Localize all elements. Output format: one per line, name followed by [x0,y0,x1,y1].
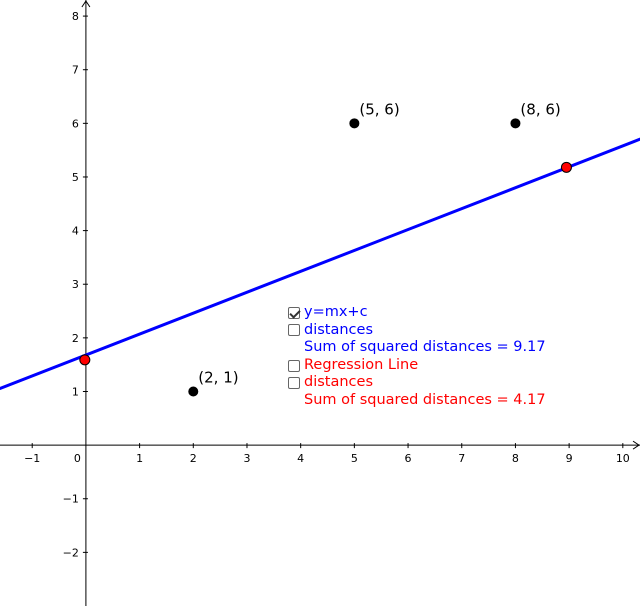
x-tick-label: 5 [351,452,358,465]
regression-toggle-checkbox[interactable] [288,359,300,372]
x-tick-label: 3 [243,452,250,465]
line-handles[interactable] [79,161,572,366]
y-tick-label: 2 [72,332,79,345]
y-tick-label: 1 [72,385,79,398]
line-toggle-checkbox[interactable] [288,306,300,319]
regression-toggle-label: Regression Line [304,356,419,373]
x-tick-label: −1 [24,452,40,465]
x-tick-label: 6 [405,452,412,465]
line-handle-point[interactable] [79,354,91,366]
data-points[interactable]: (2, 1) (5, 6) (8, 6) [188,100,561,397]
data-point[interactable] [188,386,199,397]
regression-distances-checkbox[interactable] [288,377,300,390]
y-tick-label: 4 [72,225,79,238]
y-tick-label: 7 [72,64,79,77]
y-tick-label: −2 [63,546,79,559]
x-tick-label: 10 [616,452,630,465]
y-tick-label: 5 [72,171,79,184]
data-point[interactable] [349,118,360,129]
line-toggle-label: y=mx+c [304,304,368,320]
line-handle-point[interactable] [560,161,572,173]
line-sum-text: Sum of squared distances = 9.17 [304,339,546,356]
regression-toggle-row[interactable]: Regression Line [288,357,546,375]
line-distances-row[interactable]: distances [288,322,546,340]
y-tick-label: 3 [72,278,79,291]
data-point[interactable] [510,118,521,129]
origin-label: 0 [74,452,81,465]
x-tick-label: 1 [136,452,143,465]
x-tick-label: 7 [458,452,465,465]
regression-sum-text: Sum of squared distances = 4.17 [304,391,546,408]
x-tick-label: 9 [566,452,573,465]
y-tick-label: 8 [72,10,79,23]
data-point-label: (5, 6) [359,100,399,118]
regression-distances-row[interactable]: distances [288,374,546,392]
y-axis-arrow [81,0,91,8]
x-tick-label: 4 [297,452,304,465]
regression-sum-row: Sum of squared distances = 4.17 [288,392,546,410]
line-distances-checkbox[interactable] [288,324,300,337]
line-sum-row: Sum of squared distances = 9.17 [288,339,546,357]
control-panel: y=mx+c distances Sum of squared distance… [288,304,546,410]
y-tick-label: 6 [72,117,79,130]
line-distances-label: distances [304,321,373,338]
x-tick-label: 2 [190,452,197,465]
fit-line[interactable] [0,137,640,390]
x-tick-label: 8 [512,452,519,465]
line-toggle-row[interactable]: y=mx+c [288,304,546,322]
data-point-label: (8, 6) [520,100,560,118]
ticks: −1 1 2 3 4 5 6 7 8 9 10 −2 −1 1 2 3 4 5 6 7 8 0 [24,10,630,559]
data-point-label: (2, 1) [198,368,238,386]
y-tick-label: −1 [63,493,79,506]
regression-distances-label: distances [304,374,373,391]
x-axis-arrow [632,440,640,450]
fit-line-group[interactable] [0,137,640,390]
